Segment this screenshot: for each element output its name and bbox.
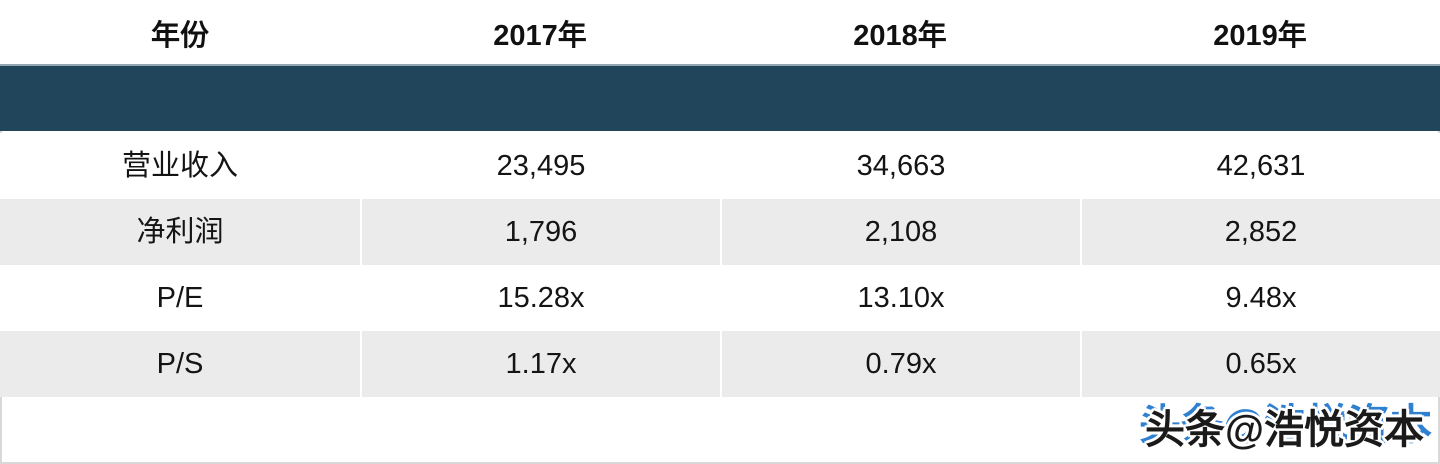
cell-revenue-2019: 42,631 (1080, 133, 1440, 199)
table-row-net-profit: 净利润 1,796 2,108 2,852 (0, 199, 1440, 265)
header-cell-2018: 2018年 (853, 20, 947, 52)
divider-band (0, 64, 1440, 131)
row-label-net-profit: 净利润 (136, 216, 224, 248)
cell-pe-2018: 13.10x (720, 265, 1080, 331)
cell-net-profit-2019: 2,852 (1080, 199, 1440, 265)
table-header-row: 年份 2017年 2018年 2019年 (0, 0, 1440, 64)
table-row-revenue: 营业收入 23,495 34,663 42,631 (0, 133, 1440, 199)
header-cell-year: 年份 (150, 20, 209, 52)
cell-ps-2019: 0.65x (1080, 331, 1440, 397)
header-cell-2017: 2017年 (493, 20, 587, 52)
row-label-pe: P/E (156, 282, 204, 314)
row-label-ps: P/S (156, 348, 204, 380)
cell-revenue-2018: 34,663 (720, 133, 1080, 199)
cell-net-profit-2017: 1,796 (360, 199, 720, 265)
row-label-revenue: 营业收入 (121, 150, 238, 182)
cell-ps-2018: 0.79x (720, 331, 1080, 397)
cell-ps-2017: 1.17x (360, 331, 720, 397)
cell-revenue-2017: 23,495 (360, 133, 720, 199)
watermark-text: 头条@浩悦资本 (1144, 408, 1424, 452)
watermark-blue-underlay: 头条@浩悦资本 (1139, 401, 1432, 448)
cell-pe-2017: 15.28x (360, 265, 720, 331)
table-row-pe: P/E 15.28x 13.10x 9.48x (0, 265, 1440, 331)
table-row-ps: P/S 1.17x 0.79x 0.65x (0, 331, 1440, 397)
header-cell-2019: 2019年 (1213, 20, 1307, 52)
cell-net-profit-2018: 2,108 (720, 199, 1080, 265)
cell-pe-2019: 9.48x (1080, 265, 1440, 331)
